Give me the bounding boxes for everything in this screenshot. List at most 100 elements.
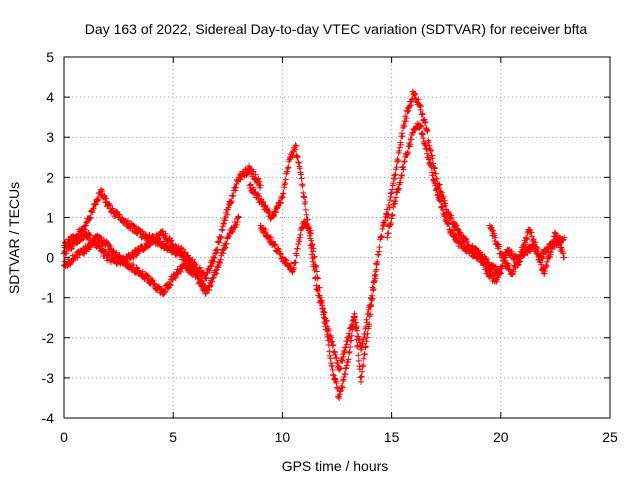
data-point [418, 123, 425, 130]
data-point [218, 233, 225, 240]
data-point [461, 244, 468, 251]
data-point [312, 263, 319, 270]
data-point [453, 222, 460, 229]
data-point [293, 142, 300, 149]
data-point [360, 335, 367, 342]
data-point [362, 343, 369, 350]
data-point [355, 333, 362, 340]
data-point [86, 231, 93, 238]
data-point [560, 236, 567, 243]
data-point [185, 256, 192, 263]
data-point [362, 344, 369, 351]
data-point [300, 193, 307, 200]
data-point [392, 198, 399, 205]
data-points [61, 88, 568, 401]
data-point [445, 219, 452, 226]
data-point [422, 145, 429, 152]
data-point [398, 130, 405, 137]
data-point [182, 249, 189, 256]
data-point [346, 349, 353, 356]
data-point [341, 347, 348, 354]
data-point [272, 209, 279, 216]
data-point [424, 150, 431, 157]
data-point [291, 146, 298, 153]
data-point [376, 248, 383, 255]
data-point [167, 238, 174, 245]
data-point [158, 228, 165, 235]
data-point [260, 199, 267, 206]
data-point [322, 323, 329, 330]
data-point [81, 223, 88, 230]
data-point [368, 302, 375, 309]
data-point [398, 172, 405, 179]
data-point [232, 187, 239, 194]
data-point [296, 238, 303, 245]
data-point [271, 242, 278, 249]
data-point [228, 198, 235, 205]
data-point [303, 216, 310, 223]
data-point [337, 365, 344, 372]
data-point [397, 141, 404, 148]
data-point [282, 256, 289, 263]
data-point [196, 264, 203, 271]
data-point [351, 310, 358, 317]
data-point [216, 239, 223, 246]
data-point [437, 195, 444, 202]
data-point [360, 355, 367, 362]
data-point [159, 228, 166, 235]
data-point [532, 239, 539, 246]
data-point [368, 295, 375, 302]
data-point [393, 164, 400, 171]
data-point [207, 263, 214, 270]
data-point [404, 149, 411, 156]
data-point [407, 141, 414, 148]
data-point [332, 351, 339, 358]
data-point [516, 251, 523, 258]
data-point [292, 259, 299, 266]
data-point [92, 201, 99, 208]
data-point [106, 201, 113, 208]
data-point [396, 144, 403, 151]
data-point [296, 165, 303, 172]
data-point [369, 295, 376, 302]
data-point [151, 280, 158, 287]
data-point [180, 253, 187, 260]
data-point [221, 245, 228, 252]
data-point [397, 179, 404, 186]
y-axis-label: SDTVAR / TECUs [6, 182, 22, 294]
satellite-track-5 [257, 206, 391, 401]
data-point [437, 198, 444, 205]
data-point [281, 184, 288, 191]
data-point [168, 237, 175, 244]
data-point [508, 248, 515, 255]
data-point [302, 206, 309, 213]
data-point [352, 313, 359, 320]
data-point [354, 342, 361, 349]
data-point [277, 199, 284, 206]
data-point [340, 353, 347, 360]
data-point [435, 191, 442, 198]
data-point [401, 159, 408, 166]
data-point [202, 290, 209, 297]
data-point [130, 261, 137, 268]
data-point [294, 154, 301, 161]
data-point [359, 340, 366, 347]
data-point [210, 274, 217, 281]
data-point [419, 111, 426, 118]
data-point [237, 176, 244, 183]
data-point [330, 371, 337, 378]
data-point [372, 271, 379, 278]
data-point [300, 189, 307, 196]
data-point [214, 246, 221, 253]
data-point [543, 262, 550, 269]
data-point [499, 262, 506, 269]
data-point [359, 368, 366, 375]
data-point [329, 342, 336, 349]
data-point [98, 234, 105, 241]
data-point [345, 334, 352, 341]
data-point [252, 171, 259, 178]
data-point [130, 254, 137, 261]
data-point [498, 265, 505, 272]
data-point [169, 275, 176, 282]
data-point [340, 377, 347, 384]
